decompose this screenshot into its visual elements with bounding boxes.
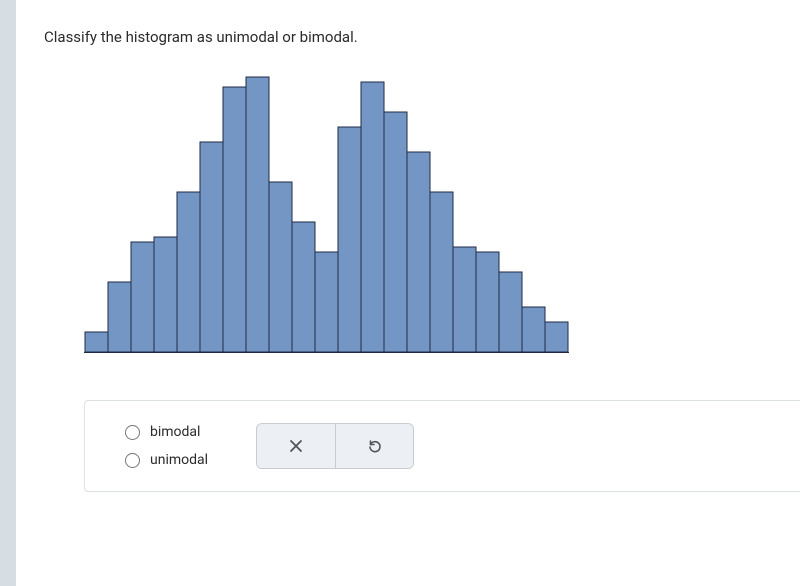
left-rail (0, 0, 16, 586)
histogram-bar (85, 332, 108, 352)
histogram-bar (108, 282, 131, 352)
answer-option-bimodal[interactable]: bimodal (125, 424, 208, 440)
histogram-bar (292, 222, 315, 352)
histogram-bar (384, 112, 407, 352)
histogram-bar (131, 242, 154, 352)
histogram-svg (84, 72, 569, 354)
histogram-bar (545, 322, 568, 352)
answer-options: bimodal unimodal (125, 424, 208, 468)
histogram-bar (499, 272, 522, 352)
answer-option-unimodal[interactable]: unimodal (125, 452, 208, 468)
histogram-bar (246, 77, 269, 352)
histogram-bar (269, 182, 292, 352)
answer-radio-bimodal[interactable] (125, 425, 140, 440)
undo-icon (366, 437, 384, 455)
reset-button[interactable] (335, 424, 413, 468)
main-content: Classify the histogram as unimodal or bi… (16, 0, 800, 586)
histogram-bar (338, 127, 361, 352)
histogram-chart (84, 72, 800, 358)
histogram-bar (223, 87, 246, 352)
histogram-bar (476, 252, 499, 352)
histogram-bar (315, 252, 338, 352)
histogram-bar (453, 247, 476, 352)
histogram-bar (430, 192, 453, 352)
question-text: Classify the histogram as unimodal or bi… (44, 28, 800, 46)
answer-radio-unimodal[interactable] (125, 453, 140, 468)
histogram-bar (407, 152, 430, 352)
histogram-bar (154, 237, 177, 352)
toolbar (256, 423, 414, 469)
histogram-bar (200, 142, 223, 352)
answer-panel: bimodal unimodal (84, 400, 800, 492)
histogram-bar (361, 82, 384, 352)
answer-label: unimodal (150, 452, 208, 468)
answer-label: bimodal (150, 424, 200, 440)
clear-button[interactable] (257, 424, 335, 468)
histogram-bar (177, 192, 200, 352)
close-icon (288, 438, 304, 454)
histogram-bar (522, 307, 545, 352)
